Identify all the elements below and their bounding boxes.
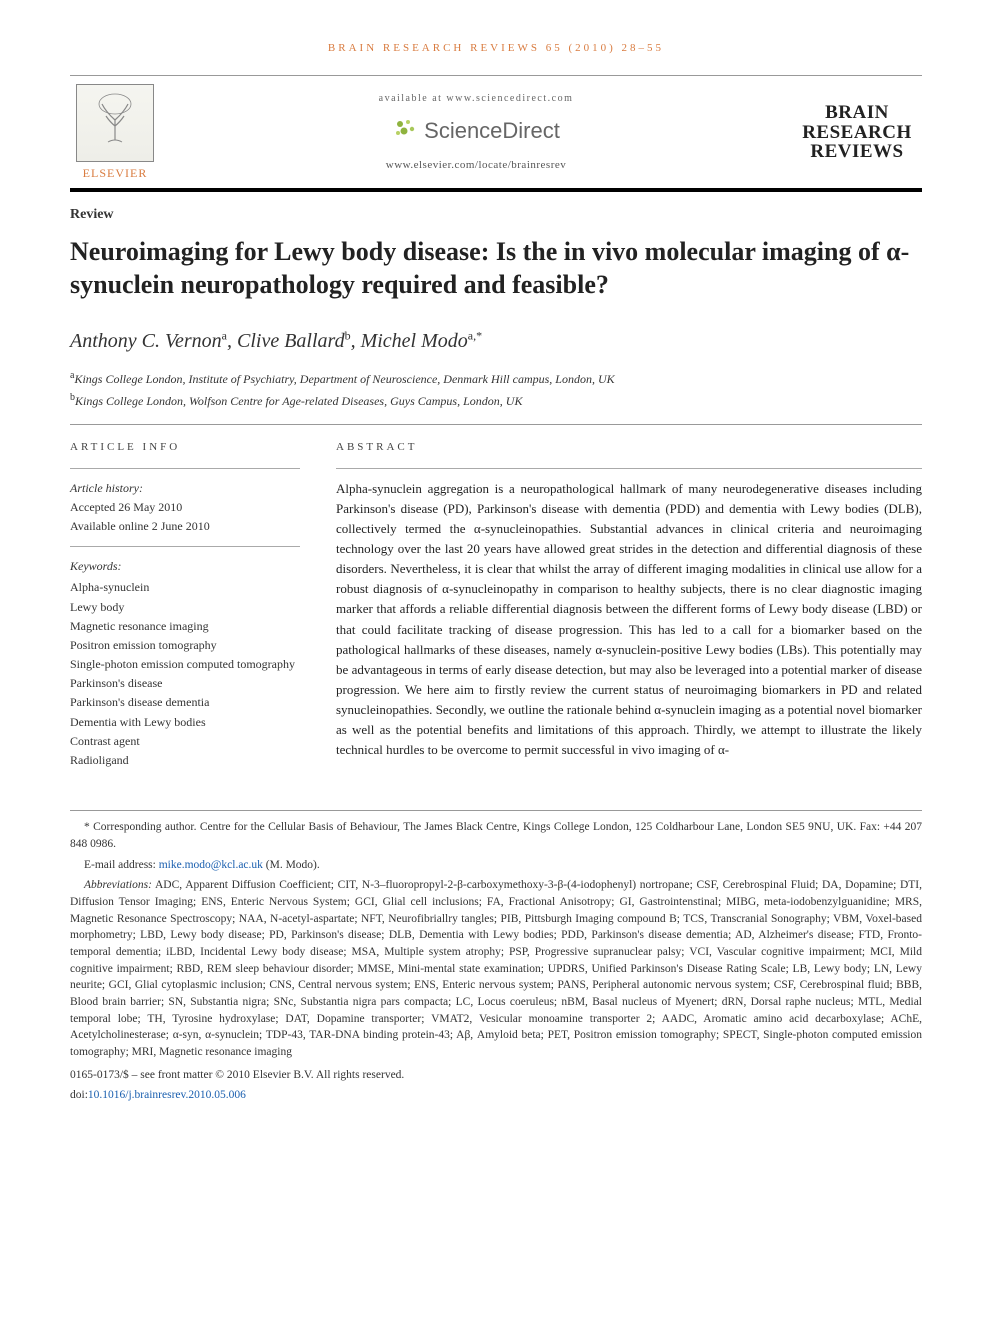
journal-logo-block: BRAIN RESEARCH REVIEWS [792,103,922,163]
journal-title-line: BRAIN [792,103,922,123]
running-head: BRAIN RESEARCH REVIEWS 65 (2010) 28–55 [70,40,922,57]
history-label: Article history: [70,481,143,495]
abstract-column: ABSTRACT Alpha-synuclein aggregation is … [336,439,922,770]
publisher-name: ELSEVIER [70,164,160,182]
author-aff-marker: b [345,328,351,342]
masthead: ELSEVIER available at www.sciencedirect.… [70,75,922,192]
keywords-label: Keywords: [70,557,300,576]
author-name: Anthony C. Vernon [70,330,222,352]
keyword: Contrast agent [70,732,300,751]
available-at-text: available at www.sciencedirect.com [160,91,792,106]
keyword: Alpha-synuclein [70,578,300,597]
journal-title-line: RESEARCH [792,123,922,143]
email-label: E-mail address: [84,859,156,871]
author-name: Clive Ballard [237,330,345,352]
article-title: Neuroimaging for Lewy body disease: Is t… [70,235,922,303]
journal-title-line: REVIEWS [792,142,922,162]
sciencedirect-logo: ScienceDirect [160,114,792,147]
masthead-center: available at www.sciencedirect.com Scien… [160,91,792,174]
affiliation-text: Kings College London, Institute of Psych… [74,372,614,386]
sciencedirect-swirl-icon [392,116,418,146]
keyword: Parkinson's disease dementia [70,693,300,712]
sciencedirect-text: ScienceDirect [424,114,560,147]
divider [70,468,300,469]
article-type-label: Review [70,204,922,225]
divider [70,546,300,547]
article-info-head: ARTICLE INFO [70,439,300,456]
keyword: Single-photon emission computed tomograp… [70,655,300,674]
keyword: Lewy body [70,598,300,617]
keyword: Positron emission tomography [70,636,300,655]
publisher-logo-block: ELSEVIER [70,84,160,182]
journal-url: www.elsevier.com/locate/brainresrev [160,157,792,174]
divider [336,468,922,469]
author-name: Michel Modo [361,330,468,352]
journal-title: BRAIN RESEARCH REVIEWS [792,103,922,163]
doi-link[interactable]: 10.1016/j.brainresrev.2010.05.006 [88,1089,246,1101]
keywords-block: Keywords: Alpha-synuclein Lewy body Magn… [70,557,300,770]
article-info-column: ARTICLE INFO Article history: Accepted 2… [70,439,300,770]
online-date: Available online 2 June 2010 [70,519,210,533]
accepted-date: Accepted 26 May 2010 [70,500,182,514]
keyword: Magnetic resonance imaging [70,617,300,636]
page: BRAIN RESEARCH REVIEWS 65 (2010) 28–55 E… [0,0,992,1138]
email-who: (M. Modo). [266,859,320,871]
abstract-head: ABSTRACT [336,439,922,456]
email-line: E-mail address: mike.modo@kcl.ac.uk (M. … [70,857,922,874]
authors: Anthony C. Vernona, Clive Ballardb, Mich… [70,326,922,356]
email-link[interactable]: mike.modo@kcl.ac.uk [159,859,263,871]
keyword: Dementia with Lewy bodies [70,713,300,732]
doi-line: doi:10.1016/j.brainresrev.2010.05.006 [70,1087,922,1104]
doi-label: doi: [70,1089,88,1101]
corresponding-author-note: * Corresponding author. Centre for the C… [70,819,922,852]
abbreviations-block: Abbreviations: ADC, Apparent Diffusion C… [70,877,922,1060]
abbreviations-text: ADC, Apparent Diffusion Coefficient; CIT… [70,879,922,1058]
elsevier-tree-icon [76,84,154,162]
author-aff-marker: a [222,328,227,342]
footnotes: * Corresponding author. Centre for the C… [70,810,922,1104]
abstract-body: Alpha-synuclein aggregation is a neuropa… [336,479,922,761]
keyword: Radioligand [70,751,300,770]
article-history: Article history: Accepted 26 May 2010 Av… [70,479,300,537]
keyword: Parkinson's disease [70,674,300,693]
divider [70,424,922,425]
author-aff-marker: a,* [468,328,482,342]
affiliation-text: Kings College London, Wolfson Centre for… [75,394,522,408]
issn-copyright-line: 0165-0173/$ – see front matter © 2010 El… [70,1067,922,1084]
info-abstract-row: ARTICLE INFO Article history: Accepted 2… [70,439,922,770]
abbreviations-label: Abbreviations: [84,879,152,891]
affiliation: bKings College London, Wolfson Centre fo… [70,390,922,410]
affiliation: aKings College London, Institute of Psyc… [70,368,922,388]
